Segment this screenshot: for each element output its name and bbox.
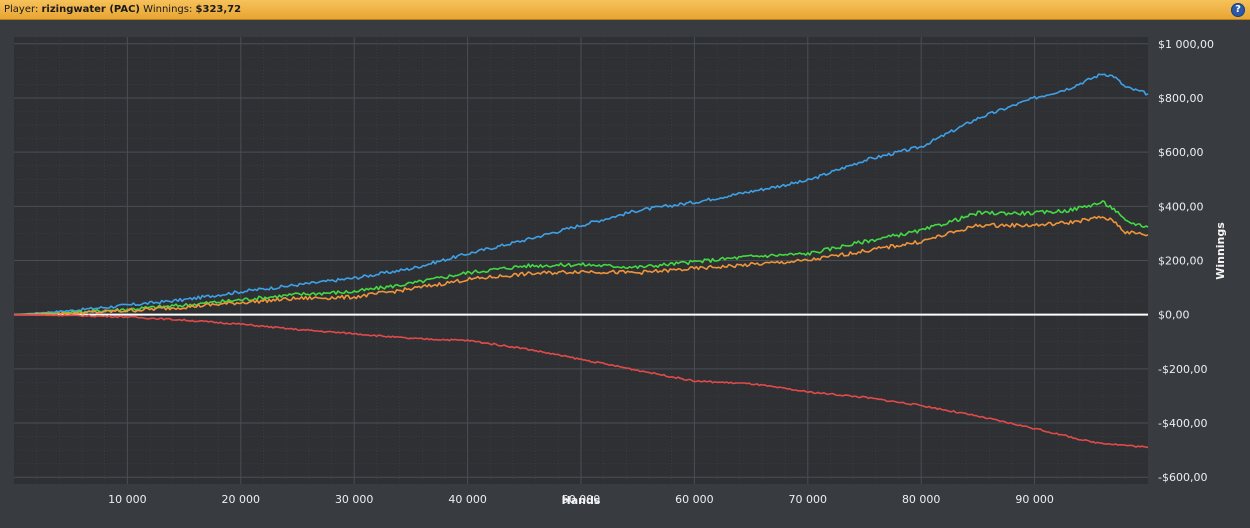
title-bar: Player: rizingwater (PAC) Winnings: $323… bbox=[0, 0, 1250, 20]
x-tick-label: 70 000 bbox=[789, 493, 828, 506]
y-axis-label: Winnings bbox=[1214, 222, 1227, 280]
y-tick-label: $1 000,00 bbox=[1158, 38, 1214, 51]
grid bbox=[14, 37, 1148, 484]
y-tick-label: -$400,00 bbox=[1158, 417, 1207, 430]
series-line bbox=[14, 313, 1149, 449]
winnings-value: $323,72 bbox=[195, 4, 242, 15]
x-tick-label: 50 000 bbox=[562, 493, 601, 506]
y-tick-label: -$200,00 bbox=[1158, 363, 1207, 376]
winnings-chart: 10 000 20 000 30 000 40 000 50 000 60 000 70 0… bbox=[13, 37, 1227, 507]
player-name: rizingwater (PAC) bbox=[41, 4, 140, 15]
player-summary: Player: rizingwater (PAC) Winnings: $323… bbox=[4, 4, 241, 15]
series-line bbox=[13, 200, 1149, 316]
x-tick-label: 40 000 bbox=[448, 493, 487, 506]
y-tick-label: $200,00 bbox=[1158, 255, 1204, 268]
y-tick-label: -$600,00 bbox=[1158, 471, 1207, 484]
x-tick-label: 10 000 bbox=[108, 493, 147, 506]
x-tick-label: 80 000 bbox=[902, 493, 941, 506]
winnings-label: Winnings: bbox=[143, 4, 193, 15]
y-tick-label: $400,00 bbox=[1158, 200, 1204, 213]
x-axis-label: Hands bbox=[562, 494, 601, 507]
y-axis: $1 000,00 $800,00 $600,00 $400,00 $200,00 $0,… bbox=[1158, 38, 1214, 484]
y-tick-label: $600,00 bbox=[1158, 146, 1204, 159]
player-label: Player: bbox=[4, 4, 39, 15]
series-line bbox=[13, 73, 1149, 316]
x-axis: 10 000 20 000 30 000 40 000 50 000 60 000 70 0… bbox=[108, 493, 1054, 506]
series-group bbox=[13, 73, 1149, 449]
x-tick-label: 60 000 bbox=[675, 493, 714, 506]
x-tick-label: 90 000 bbox=[1015, 493, 1054, 506]
x-tick-label: 20 000 bbox=[222, 493, 261, 506]
x-tick-label: 30 000 bbox=[335, 493, 374, 506]
y-tick-label: $0,00 bbox=[1158, 309, 1190, 322]
help-icon[interactable]: ? bbox=[1231, 3, 1245, 17]
series-line bbox=[13, 215, 1149, 316]
y-tick-label: $800,00 bbox=[1158, 92, 1204, 105]
